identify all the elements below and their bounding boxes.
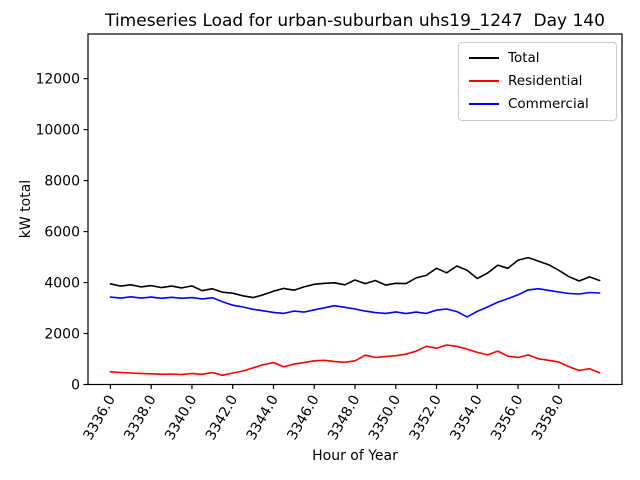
y-tick-label: 4000 — [44, 276, 80, 292]
x-tick-label: 3342.0 — [203, 393, 241, 443]
total-line-swatch — [469, 57, 499, 60]
x-tick-label: 3352.0 — [407, 393, 445, 443]
y-tick-label: 12000 — [35, 72, 80, 88]
x-tick-label: 3340.0 — [162, 393, 200, 443]
legend-label-total: Total — [508, 50, 540, 66]
commercial-line-swatch — [469, 103, 499, 106]
series-line-commercial — [109, 287, 601, 318]
x-tick-label: 3348.0 — [325, 393, 363, 443]
legend-label-residential: Residential — [508, 72, 583, 89]
x-tick-label: 3354.0 — [447, 392, 485, 442]
y-axis-label: kW total — [18, 179, 34, 239]
x-tick-label: 3338.0 — [121, 393, 159, 443]
x-tick-label: 3356.0 — [488, 393, 526, 443]
legend-item-residential: Residential — [469, 72, 608, 89]
legend: Total Residential Commercial — [458, 42, 617, 121]
y-tick-label: 6000 — [44, 225, 80, 241]
y-tick-label: 8000 — [44, 174, 80, 190]
x-axis-label: Hour of Year — [312, 448, 398, 464]
series-line-residential — [109, 344, 601, 377]
chart-title: Timeseries Load for urban-suburban uhs19… — [105, 11, 605, 31]
legend-item-commercial: Commercial — [469, 95, 608, 112]
residential-line-swatch — [469, 80, 499, 83]
y-tick-label: 0 — [71, 378, 80, 394]
x-tick-label: 3344.0 — [244, 393, 282, 443]
y-tick-label: 2000 — [44, 327, 80, 343]
x-tick-label: 3350.0 — [366, 393, 404, 443]
y-tick-label: 10000 — [35, 123, 80, 139]
x-tick-label: 3346.0 — [284, 393, 322, 443]
legend-label-commercial: Commercial — [508, 95, 589, 112]
x-tick-label: 3336.0 — [81, 393, 119, 443]
series-line-total — [109, 256, 601, 299]
legend-item-total: Total — [469, 51, 608, 66]
x-tick-label: 3358.0 — [529, 393, 567, 443]
